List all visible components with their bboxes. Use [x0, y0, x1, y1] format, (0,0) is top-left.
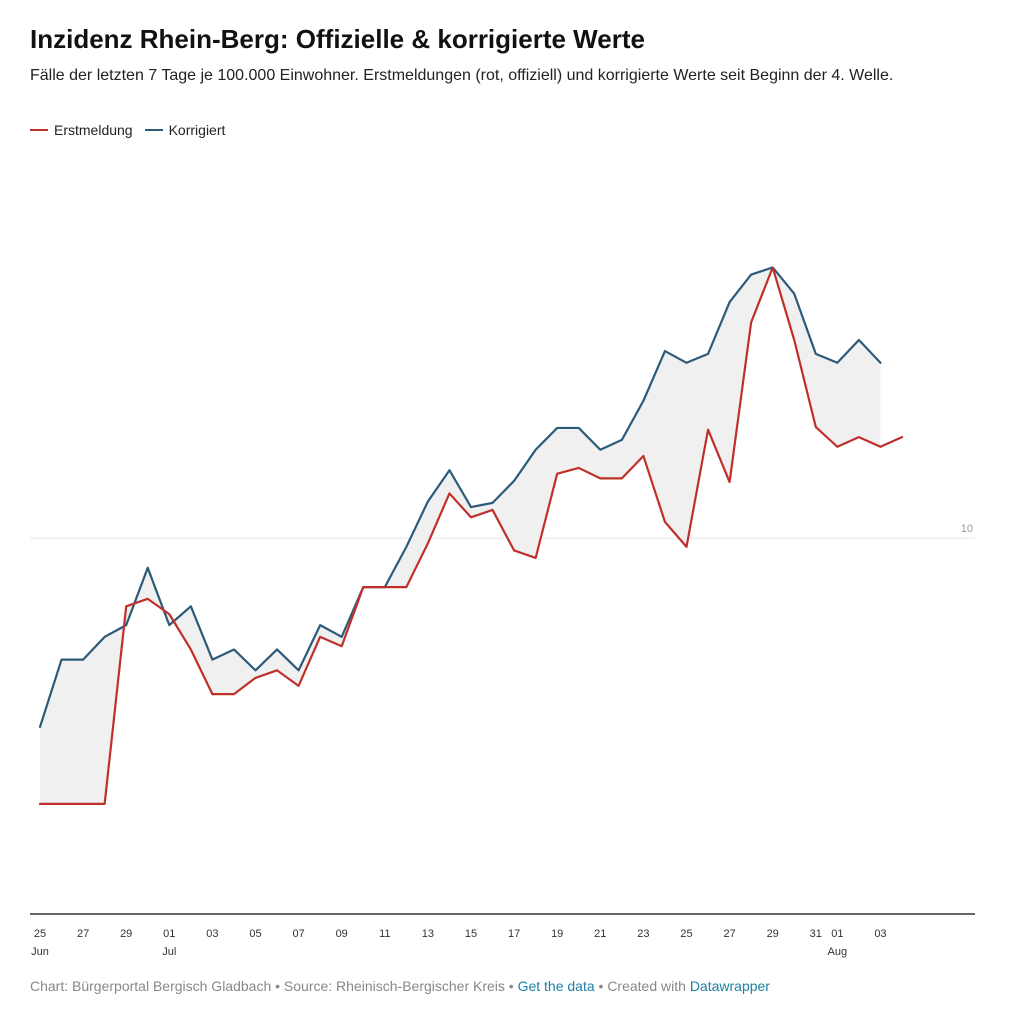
x-tick-label: 27 — [77, 928, 89, 940]
legend-label-korrigiert: Korrigiert — [168, 122, 226, 138]
x-tick-label: 03 — [206, 928, 218, 940]
x-tick-label: 19 — [551, 928, 563, 940]
x-tick-label: 05 — [249, 928, 261, 940]
fill-between-series — [40, 267, 881, 804]
x-tick-label: 25 — [680, 928, 692, 940]
x-tick-label: 23 — [637, 928, 649, 940]
x-tick-label: 13 — [422, 928, 434, 940]
legend-item-erstmeldung: Erstmeldung — [30, 122, 133, 138]
chart-footer: Chart: Bürgerportal Bergisch Gladbach • … — [30, 978, 770, 994]
chart-title: Inzidenz Rhein-Berg: Offizielle & korrig… — [30, 24, 645, 54]
x-tick-label: 07 — [292, 928, 304, 940]
x-tick-label: 01 — [163, 928, 175, 940]
get-data-link[interactable]: Get the data — [517, 978, 595, 994]
legend-label-erstmeldung: Erstmeldung — [54, 122, 133, 138]
x-tick-label: 03 — [874, 928, 886, 940]
line-layer — [38, 266, 904, 805]
y-tick-label-10: 10 — [961, 523, 973, 535]
x-tick-label: 27 — [723, 928, 735, 940]
x-tick-label: 21 — [594, 928, 606, 940]
series-line-erstmeldung — [38, 266, 904, 805]
x-tick-label: 11 — [379, 928, 390, 940]
legend-item-korrigiert: Korrigiert — [144, 122, 226, 138]
x-tick-sublabel: Jun — [31, 946, 49, 958]
x-tick-label: 01 — [831, 928, 843, 940]
footer-separator: • Created with — [594, 978, 690, 994]
chart-legend: Erstmeldung Korrigiert — [30, 122, 225, 138]
grid-layer: 10 — [30, 523, 975, 539]
x-axis: 25 Jun 27 29 01 Jul 03 05 07 09 11 13 15 17 19 21 23 25 27… — [30, 913, 975, 958]
datawrapper-link[interactable]: Datawrapper — [689, 978, 770, 994]
x-tick-sublabel: Jul — [162, 946, 176, 958]
x-tick-label: 25 — [34, 928, 46, 940]
x-tick-sublabel: Aug — [828, 946, 848, 958]
x-tick-label: 31 — [810, 928, 822, 940]
legend-swatch-korrigiert — [144, 129, 163, 131]
footer-credit: Chart: Bürgerportal Bergisch Gladbach • … — [30, 978, 518, 994]
x-tick-label: 17 — [508, 928, 520, 940]
x-tick-label: 29 — [120, 928, 132, 940]
fill-layer — [40, 267, 881, 804]
legend-swatch-erstmeldung — [30, 129, 48, 131]
x-tick-label: 15 — [465, 928, 477, 940]
x-tick-label: 29 — [767, 928, 779, 940]
x-tick-label: 09 — [336, 928, 348, 940]
series-line-korrigiert — [38, 266, 882, 729]
chart-subtitle: Fälle der letzten 7 Tage je 100.000 Einw… — [30, 67, 894, 84]
